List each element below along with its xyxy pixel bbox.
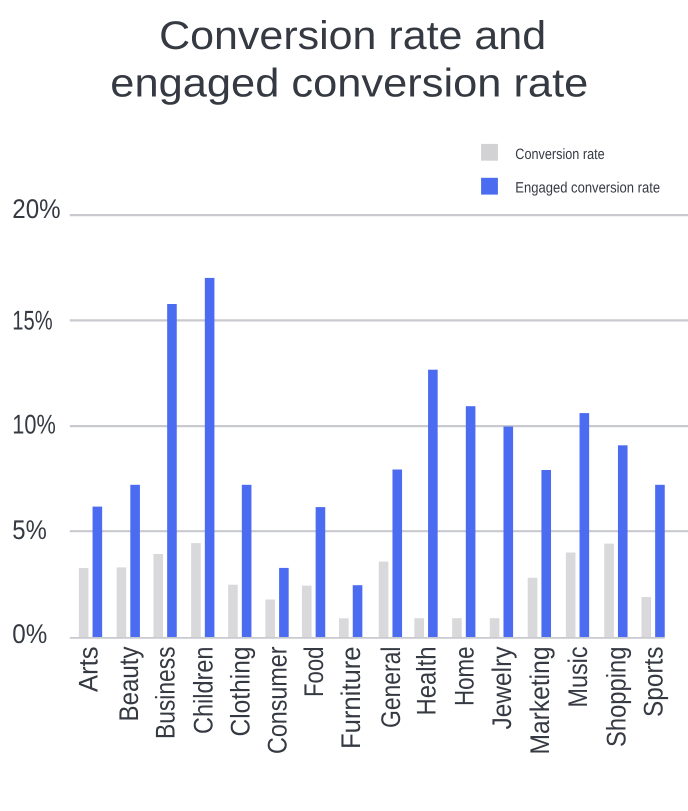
svg-text:Furniture: Furniture bbox=[336, 647, 366, 750]
svg-text:5%: 5% bbox=[12, 515, 47, 545]
svg-text:15%: 15% bbox=[12, 306, 52, 336]
svg-text:General: General bbox=[376, 647, 406, 729]
svg-text:Business: Business bbox=[151, 647, 181, 740]
svg-text:Home: Home bbox=[449, 647, 479, 707]
svg-text:Children: Children bbox=[188, 647, 218, 735]
svg-text:Clothing: Clothing bbox=[225, 647, 255, 737]
svg-text:Music: Music bbox=[563, 647, 593, 708]
svg-text:Health: Health bbox=[412, 647, 442, 716]
svg-text:Arts: Arts bbox=[74, 647, 104, 693]
svg-text:Conversion rate and: Conversion rate and bbox=[159, 14, 546, 58]
svg-text:Shopping: Shopping bbox=[601, 647, 631, 748]
svg-text:Food: Food bbox=[299, 647, 329, 698]
svg-text:Jewelry: Jewelry bbox=[487, 646, 517, 729]
svg-text:Conversion rate: Conversion rate bbox=[515, 146, 604, 163]
svg-text:10%: 10% bbox=[12, 410, 56, 440]
svg-text:20%: 20% bbox=[12, 194, 60, 224]
svg-text:Consumer: Consumer bbox=[263, 646, 293, 754]
svg-text:Marketing: Marketing bbox=[525, 647, 555, 755]
svg-text:Engaged conversion rate: Engaged conversion rate bbox=[515, 180, 660, 197]
svg-text:0%: 0% bbox=[12, 619, 47, 649]
svg-text:Beauty: Beauty bbox=[114, 646, 144, 721]
svg-text:engaged conversion rate: engaged conversion rate bbox=[110, 62, 588, 106]
svg-text:Sports: Sports bbox=[639, 647, 669, 718]
